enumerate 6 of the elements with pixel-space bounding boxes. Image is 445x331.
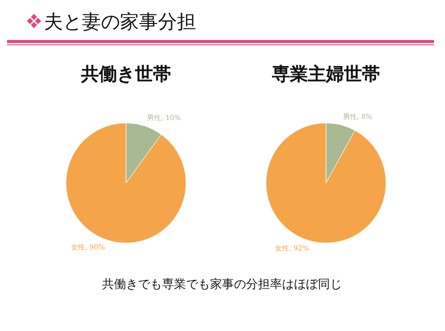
chart-title: 専業主婦世帯 xyxy=(271,64,380,85)
pie-slice xyxy=(266,122,386,244)
text: 夫と妻の家事分担 xyxy=(44,11,196,33)
pie-slice xyxy=(66,122,186,244)
text: 共働きでも専業でも家事の分担率はほぼ同じ xyxy=(102,277,342,291)
chart-title: 共働き世帯 xyxy=(80,64,171,85)
